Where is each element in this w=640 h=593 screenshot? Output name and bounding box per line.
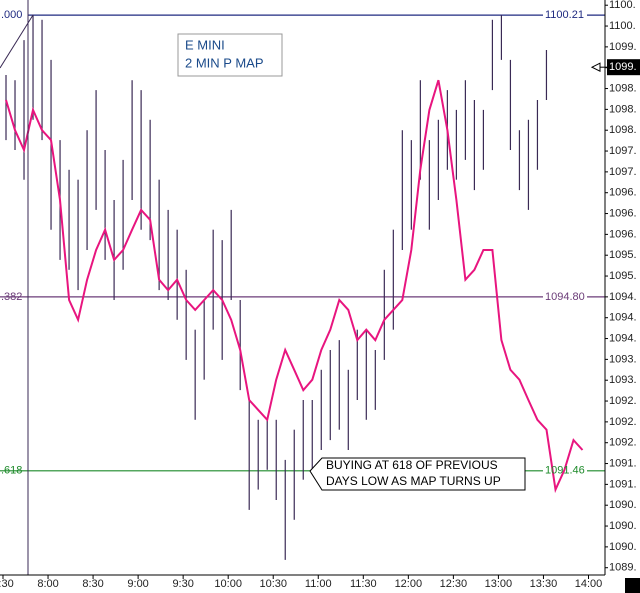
y-tick-label: 1098. bbox=[609, 103, 637, 115]
y-tick-label: 1096. bbox=[609, 228, 637, 240]
callout: BUYING AT 618 OF PREVIOUS DAYS LOW AS MA… bbox=[309, 457, 526, 491]
y-tick-label: 1092. bbox=[609, 437, 637, 449]
y-tick-label: 1091. bbox=[609, 457, 637, 469]
x-tick-label: 11:00 bbox=[305, 578, 332, 590]
x-tick-label: 9:00 bbox=[127, 578, 148, 590]
level-label: 1091.46 bbox=[545, 465, 585, 477]
fib-ratio: .000 bbox=[1, 9, 22, 21]
y-tick-label: 1090. bbox=[609, 499, 637, 511]
y-tick-label: 1098. bbox=[609, 124, 637, 136]
callout-line: DAYS LOW AS MAP TURNS UP bbox=[326, 474, 501, 488]
title-line: E MINI bbox=[185, 37, 225, 52]
y-tick-label: 1094. bbox=[609, 312, 637, 324]
x-tick-label: 7:30 bbox=[0, 578, 14, 590]
y-tick-label: 1090. bbox=[609, 520, 637, 532]
y-tick-label: 1099. bbox=[609, 41, 637, 53]
y-tick-label: 1092. bbox=[609, 416, 637, 428]
title-line: 2 MIN P MAP bbox=[185, 55, 264, 70]
title-box: E MINI 2 MIN P MAP bbox=[177, 33, 283, 77]
x-tick-label: 13:30 bbox=[530, 578, 558, 590]
x-tick-label: 8:00 bbox=[37, 578, 58, 590]
y-tick-label: 1094. bbox=[609, 332, 637, 344]
y-tick-label: 1094. bbox=[609, 291, 637, 303]
level-label-bg bbox=[543, 289, 587, 304]
x-tick-label: 14:00 bbox=[575, 578, 603, 590]
y-tick-label: 1091. bbox=[609, 478, 637, 490]
level-label: 1100.21 bbox=[545, 9, 584, 21]
y-tick-label: 1100. bbox=[609, 20, 636, 32]
x-tick-label: 13:00 bbox=[485, 578, 513, 590]
title-box-frame bbox=[177, 33, 283, 77]
x-tick-label: 12:00 bbox=[395, 578, 423, 590]
fib-ratio: .618 bbox=[1, 465, 22, 477]
y-tick-label: 1097. bbox=[609, 145, 637, 157]
y-tick-label: 1093. bbox=[609, 353, 637, 365]
x-tick-label: 11:30 bbox=[350, 578, 377, 590]
x-tick-label: 8:30 bbox=[82, 578, 103, 590]
callout-frame bbox=[309, 457, 526, 491]
y-tick-label: 1092. bbox=[609, 395, 637, 407]
y-tick-label: 1089. bbox=[609, 562, 637, 574]
last-price-box bbox=[607, 59, 640, 76]
fib-lead-line bbox=[0, 14, 34, 69]
corner-box bbox=[625, 578, 640, 593]
y-tick-label: 1093. bbox=[609, 374, 637, 386]
x-tick-label: 10:00 bbox=[214, 578, 242, 590]
y-tick-label: 1090. bbox=[609, 541, 637, 553]
fib-ratio: .382 bbox=[1, 291, 22, 303]
x-tick-label: 9:30 bbox=[172, 578, 193, 590]
last-price-label: 1099. bbox=[609, 61, 637, 73]
y-tick-label: 1098. bbox=[609, 82, 637, 94]
map-line bbox=[5, 79, 584, 494]
level-label-bg bbox=[543, 8, 587, 23]
x-tick-label: 10:30 bbox=[259, 578, 287, 590]
plot-area bbox=[0, 8, 605, 560]
y-tick-label: 1100. bbox=[609, 0, 636, 11]
level-label: 1094.80 bbox=[545, 291, 585, 303]
y-tick-label: 1095. bbox=[609, 270, 637, 282]
y-tick-label: 1096. bbox=[609, 207, 637, 219]
callout-line: BUYING AT 618 OF PREVIOUS bbox=[326, 458, 498, 472]
y-tick-label: 1095. bbox=[609, 249, 637, 261]
y-tick-label: 1096. bbox=[609, 187, 637, 199]
x-tick-label: 12:30 bbox=[440, 578, 468, 590]
y-tick-label: 1097. bbox=[609, 166, 637, 178]
